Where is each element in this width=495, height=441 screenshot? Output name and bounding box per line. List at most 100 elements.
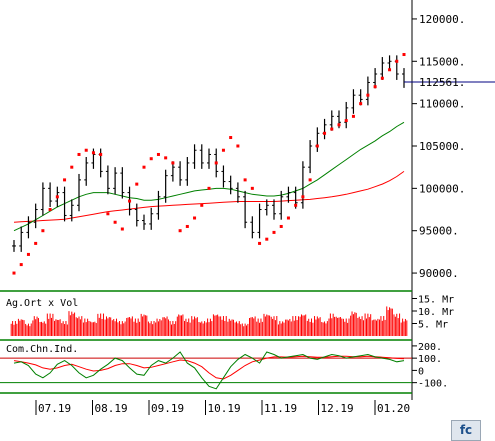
volume-bar <box>188 318 190 336</box>
volume-bar <box>149 323 151 336</box>
volume-bar <box>176 316 178 336</box>
volume-bar <box>254 316 256 336</box>
volume-bar <box>314 316 316 336</box>
volume-bar <box>240 324 242 336</box>
price-bar <box>178 161 183 186</box>
volume-bar <box>224 320 226 336</box>
price-bar <box>142 214 146 230</box>
volume-bar <box>309 321 311 336</box>
volume-bar <box>175 321 177 336</box>
price-bar <box>264 199 269 216</box>
volume-bar <box>101 318 103 336</box>
sar-dot <box>120 227 124 231</box>
price-tick-label-1: 115000. <box>419 55 465 68</box>
volume-bar <box>10 323 12 336</box>
sar-dot <box>221 148 225 152</box>
cci-tick-label-0: 200. <box>418 342 442 353</box>
volume-bar <box>351 311 353 336</box>
volume-bar <box>165 318 167 336</box>
volume-bar <box>79 319 81 336</box>
volume-bar <box>201 321 203 336</box>
volume-bar <box>285 319 287 336</box>
price-bar <box>235 182 240 203</box>
volume-bar <box>157 321 159 336</box>
logo-button[interactable]: fc <box>451 420 481 441</box>
cci-signal-red-line <box>13 355 405 380</box>
volume-bar <box>163 317 165 336</box>
volume-bar <box>406 320 408 336</box>
volume-bar <box>318 318 320 336</box>
volume-bar <box>250 317 252 336</box>
sar-dot <box>373 85 377 89</box>
volume-bar <box>215 315 217 336</box>
volume-bar <box>58 320 60 336</box>
volume-bar <box>280 323 282 336</box>
volume-bar <box>152 324 154 336</box>
price-tick-label-3: 105000. <box>419 140 465 153</box>
volume-bar <box>77 318 79 336</box>
sar-dot <box>19 263 23 267</box>
volume-bar <box>111 320 113 336</box>
volume-bar <box>276 316 278 336</box>
volume-bar <box>302 315 304 336</box>
sar-dot <box>380 76 384 80</box>
volume-bar <box>335 316 337 336</box>
volume-bar <box>155 322 157 336</box>
moving-average-green-line <box>13 121 405 232</box>
volume-bar <box>350 315 352 336</box>
volume-bar <box>105 316 107 336</box>
volume-bar <box>61 323 63 336</box>
x-tick-label-6: 01.20 <box>377 402 410 415</box>
volume-bar <box>66 324 68 336</box>
volume-bar <box>37 318 39 336</box>
price-bar <box>243 190 248 229</box>
volume-bar <box>143 314 145 336</box>
volume-bar <box>289 318 291 336</box>
volume-bar <box>19 320 21 336</box>
volume-bar <box>42 322 44 336</box>
volume-bar <box>102 313 104 336</box>
volume-bar <box>173 323 175 336</box>
volume-bar <box>274 320 276 336</box>
volume-bar <box>283 322 285 336</box>
sar-dot <box>265 237 269 241</box>
price-bar <box>33 203 38 229</box>
volume-bar <box>230 320 232 336</box>
volume-bar <box>78 316 80 336</box>
volume-bar <box>65 321 67 336</box>
price-bar <box>286 186 291 203</box>
volume-bar <box>312 322 314 336</box>
x-tick-label-0: 07.19 <box>38 402 71 415</box>
volume-bar <box>232 319 234 336</box>
volume-bar <box>166 316 168 336</box>
moving-average-red-line <box>13 170 405 223</box>
price-bar <box>380 57 385 80</box>
volume-bar <box>396 313 398 336</box>
volume-bar <box>131 316 133 336</box>
volume-bar <box>352 314 354 336</box>
volume-bar <box>365 318 367 336</box>
price-bar <box>315 127 320 152</box>
volume-bar <box>84 318 86 336</box>
volume-bar <box>140 313 142 336</box>
volume-bar <box>113 319 115 336</box>
price-bar <box>69 199 74 222</box>
volume-bar <box>315 319 317 336</box>
volume-bar <box>324 321 326 336</box>
volume-bar <box>12 321 14 336</box>
volume-bar <box>325 323 327 336</box>
sar-dot <box>84 148 88 152</box>
volume-bar <box>162 317 164 336</box>
volume-bar <box>43 321 45 336</box>
price-tick-label-5: 95000. <box>419 225 459 238</box>
volume-bar <box>123 323 125 336</box>
sar-dot <box>48 208 52 212</box>
price-bar <box>105 165 110 195</box>
price-bar <box>344 101 349 129</box>
volume-bar <box>292 316 294 336</box>
volume-bar <box>116 318 118 336</box>
volume-bar <box>217 314 219 336</box>
volume-bar <box>194 316 196 336</box>
sar-dot <box>258 241 262 245</box>
sar-dot <box>200 203 204 207</box>
